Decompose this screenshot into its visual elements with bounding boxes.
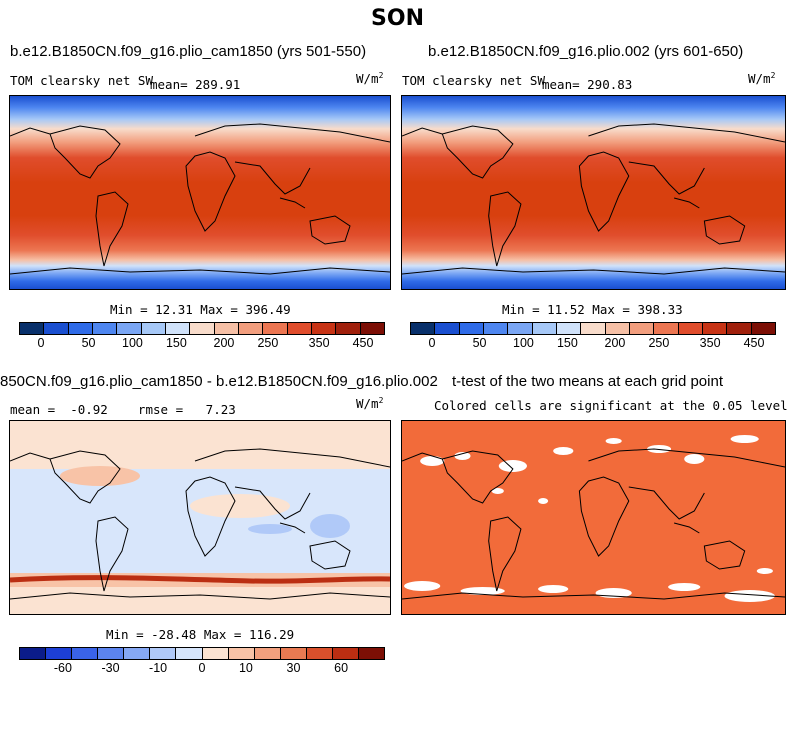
panel-1-map <box>9 95 391 290</box>
colorbar-tick-label: 200 <box>604 336 626 350</box>
panel-1-minmax: Min = 12.31 Max = 396.49 <box>110 302 291 317</box>
panel-1-map-image <box>10 96 390 289</box>
colorbar-tick-label: 200 <box>213 336 235 350</box>
colorbar-swatch <box>228 648 255 659</box>
panel-2-variable: TOM clearsky net SW <box>402 73 545 88</box>
colorbar-swatch <box>238 323 264 334</box>
colorbar-tick-label: 0 <box>198 661 206 675</box>
colorbar-swatch <box>435 323 460 334</box>
colorbar-tick-label: 0 <box>428 336 436 350</box>
panel-2-map-image <box>402 96 785 289</box>
colorbar-swatch <box>629 323 655 334</box>
colorbar-swatch <box>702 323 728 334</box>
colorbar-swatch <box>678 323 703 334</box>
colorbar-swatch <box>605 323 630 334</box>
panel-3-stats: mean = -0.92 rmse = 7.23 <box>10 402 236 417</box>
panel-3-map <box>9 420 391 615</box>
colorbar-swatch <box>508 323 533 334</box>
colorbar-swatch <box>411 323 436 334</box>
colorbar-swatch <box>532 323 557 334</box>
colorbar-abs-right <box>410 322 776 335</box>
colorbar-tick-label: 150 <box>165 336 187 350</box>
panel-4-subtitle: Colored cells are significant at the 0.0… <box>434 398 788 413</box>
colorbar-tick-label: 450 <box>743 336 765 350</box>
colorbar-swatch <box>311 323 337 334</box>
colorbar-tick-label: 350 <box>308 336 330 350</box>
colorbar-swatch <box>44 323 69 334</box>
colorbar-swatch <box>141 323 166 334</box>
colorbar-tick-label: 350 <box>699 336 721 350</box>
colorbar-swatch <box>150 648 177 659</box>
colorbar-abs-left <box>19 322 385 335</box>
colorbar-swatch <box>98 648 125 659</box>
panel-4-title: t-test of the two means at each grid poi… <box>452 373 723 390</box>
colorbar-tick-label: 250 <box>257 336 279 350</box>
colorbar-swatch <box>332 648 360 659</box>
colorbar-swatch <box>124 648 151 659</box>
panel-4-map-image <box>402 421 785 614</box>
colorbar-swatch <box>20 648 47 659</box>
colorbar-tick-label: -30 <box>101 661 120 675</box>
panel-3-title: 850CN.f09_g16.plio_cam1850 - b.e12.B1850… <box>0 373 438 390</box>
colorbar-tick-label: 0 <box>37 336 45 350</box>
panel-3-map-image <box>10 421 390 614</box>
colorbar-tick-label: 150 <box>556 336 578 350</box>
panel-4-map <box>401 420 786 615</box>
colorbar-swatch <box>751 323 775 334</box>
colorbar-swatch <box>359 648 385 659</box>
panel-1-units: W/m2 <box>356 71 384 87</box>
colorbar-tick-label: 30 <box>286 661 301 675</box>
panel-1-variable: TOM clearsky net SW <box>10 73 153 88</box>
panel-2-map <box>401 95 786 290</box>
colorbar-swatch <box>92 323 118 334</box>
colorbar-swatch <box>654 323 679 334</box>
colorbar-diff-ticks: -60 -30 -10 0 10 30 60 <box>19 661 385 677</box>
colorbar-swatch <box>336 323 361 334</box>
colorbar-swatch <box>263 323 288 334</box>
panel-2-units: W/m2 <box>748 71 776 87</box>
colorbar-abs-left-ticks: 0 50 100 150 200 250 350 450 <box>19 336 385 352</box>
colorbar-swatch <box>190 323 215 334</box>
colorbar-tick-label: 50 <box>81 336 96 350</box>
page-title: SON <box>371 6 424 31</box>
colorbar-swatch <box>254 648 281 659</box>
colorbar-tick-label: 50 <box>472 336 487 350</box>
colorbar-tick-label: 10 <box>238 661 253 675</box>
colorbar-tick-label: 100 <box>122 336 143 350</box>
colorbar-tick-label: 450 <box>352 336 374 350</box>
colorbar-swatch <box>214 323 239 334</box>
panel-2-title: b.e12.B1850CN.f09_g16.plio.002 (yrs 601-… <box>428 43 744 60</box>
colorbar-swatch <box>46 648 73 659</box>
colorbar-diff <box>19 647 385 660</box>
colorbar-swatch <box>117 323 142 334</box>
colorbar-tick-label: 60 <box>334 661 349 675</box>
colorbar-swatch <box>459 323 484 334</box>
colorbar-swatch <box>287 323 312 334</box>
colorbar-tick-label: -10 <box>149 661 168 675</box>
panel-2-minmax: Min = 11.52 Max = 398.33 <box>502 302 683 317</box>
colorbar-swatch <box>306 648 333 659</box>
colorbar-swatch <box>360 323 384 334</box>
panel-1-title: b.e12.B1850CN.f09_g16.plio_cam1850 (yrs … <box>10 43 367 60</box>
colorbar-abs-right-ticks: 0 50 100 150 200 250 350 450 <box>410 336 776 352</box>
colorbar-tick-label: 250 <box>648 336 670 350</box>
panel-1-mean: mean= 289.91 <box>150 77 241 92</box>
colorbar-swatch <box>483 323 509 334</box>
panel-3-minmax: Min = -28.48 Max = 116.29 <box>106 627 295 642</box>
colorbar-swatch <box>280 648 307 659</box>
colorbar-swatch <box>20 323 45 334</box>
colorbar-swatch <box>581 323 606 334</box>
colorbar-swatch <box>727 323 752 334</box>
colorbar-swatch <box>556 323 582 334</box>
colorbar-swatch <box>165 323 191 334</box>
colorbar-swatch <box>202 648 229 659</box>
colorbar-swatch <box>176 648 203 659</box>
panel-2-mean: mean= 290.83 <box>542 77 633 92</box>
panel-3-units: W/m2 <box>356 396 384 412</box>
colorbar-tick-label: 100 <box>513 336 534 350</box>
colorbar-tick-label: -60 <box>53 661 72 675</box>
colorbar-swatch <box>72 648 99 659</box>
colorbar-swatch <box>68 323 93 334</box>
